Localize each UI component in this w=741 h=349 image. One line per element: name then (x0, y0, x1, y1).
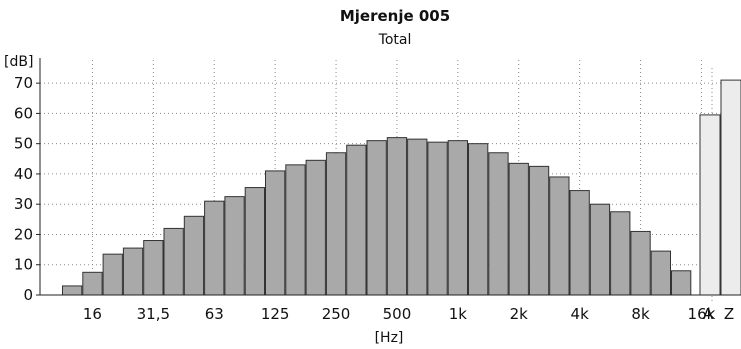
x-tick-labels: A Z 16 31,5 63 125 250 500 1k 2k 4k 8k 16k (83, 305, 734, 323)
chart-title: Mjerenje 005 (340, 7, 450, 25)
x-tick-label: 250 (322, 305, 351, 323)
y-axis-label: [dB] (4, 54, 33, 70)
overall-bar-z (720, 79, 741, 296)
band-bar (508, 162, 529, 296)
band-bar (528, 165, 550, 296)
y-tick-label: 0 (23, 286, 33, 304)
band-bar (122, 247, 144, 296)
x-tick-label: 16 (83, 305, 102, 323)
chart-subtitle: Total (378, 32, 412, 48)
band-bar (488, 152, 509, 296)
band-bar (143, 240, 164, 296)
band-bar (386, 137, 408, 296)
band-bar (224, 196, 245, 296)
y-tick-label: 10 (14, 256, 33, 274)
overall-label-a: A (703, 305, 714, 323)
y-tick-label: 30 (14, 195, 33, 213)
band-bar (102, 253, 123, 296)
band-bar (447, 140, 469, 296)
y-tick-label: 20 (14, 225, 33, 243)
band-bar (163, 227, 184, 296)
x-tick-label: 31,5 (137, 305, 170, 323)
x-tick-label: 4k (571, 305, 590, 323)
band-bar (610, 211, 631, 296)
y-tick-labels: 0 10 20 30 40 50 60 70 (14, 74, 33, 304)
x-tick-label: 500 (383, 305, 412, 323)
x-tick-label: 8k (631, 305, 650, 323)
band-bar (265, 170, 286, 296)
band-bar (204, 200, 225, 296)
overall-label-z: Z (724, 305, 734, 323)
axes (36, 58, 741, 296)
band-bar (630, 230, 651, 296)
band-bar (650, 250, 672, 296)
band-bars (62, 137, 692, 296)
band-bar (468, 143, 489, 296)
band-bar (244, 187, 265, 296)
band-bar (549, 176, 570, 296)
band-bar (325, 152, 347, 296)
x-tick-label: 63 (205, 305, 224, 323)
y-tick-label: 50 (14, 135, 33, 153)
x-axis-label: [Hz] (375, 330, 404, 346)
band-bar (346, 144, 367, 296)
band-bar (366, 140, 387, 296)
band-bar (427, 141, 448, 296)
x-tick-label: 1k (449, 305, 468, 323)
band-bar (285, 164, 306, 296)
y-tick-label: 60 (14, 104, 33, 122)
band-bar (82, 271, 103, 296)
band-bar (305, 159, 326, 296)
x-tick-label: 125 (261, 305, 290, 323)
band-bar (589, 203, 611, 296)
band-bar (671, 270, 692, 296)
y-tick-label: 40 (14, 165, 33, 183)
overall-bar-a (699, 114, 721, 296)
x-tick-label: 16k (688, 305, 716, 323)
band-bar (62, 285, 83, 296)
band-bar (407, 138, 428, 296)
x-tick-label: 2k (510, 305, 529, 323)
band-bar (569, 190, 590, 296)
band-bar (183, 215, 205, 296)
y-tick-label: 70 (14, 74, 33, 92)
overall-bars (699, 79, 741, 296)
